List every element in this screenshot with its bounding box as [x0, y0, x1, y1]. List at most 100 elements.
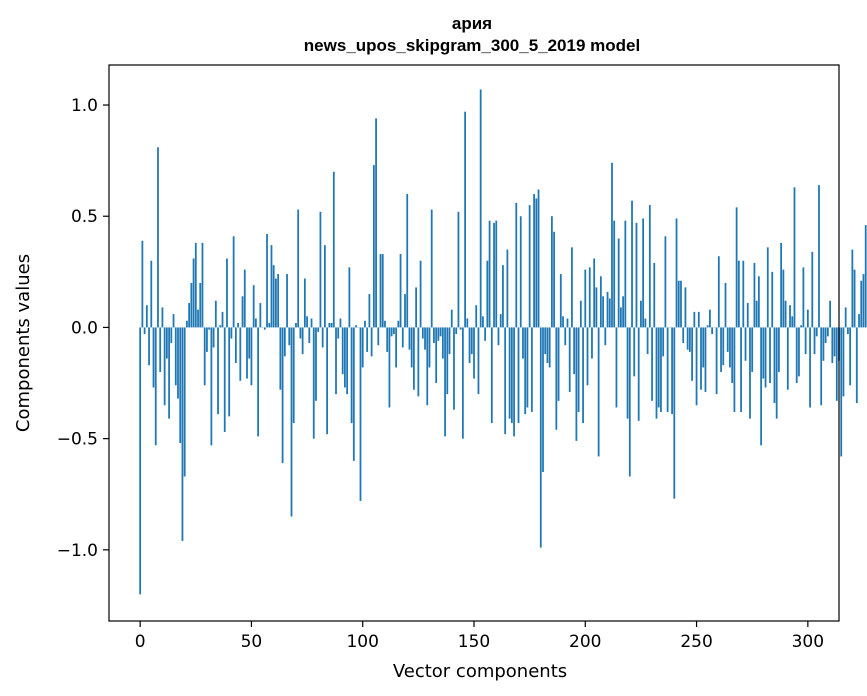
bar-60 [272, 265, 275, 328]
bar-255 [706, 325, 709, 328]
bar-168 [513, 327, 515, 437]
bar-182 [544, 327, 547, 355]
bar-4 [148, 327, 150, 366]
bar-42 [232, 236, 235, 328]
bar-310 [829, 300, 831, 328]
bar-174 [526, 327, 529, 408]
bar-97 [355, 325, 357, 328]
bar-188 [557, 327, 560, 401]
bar-207 [599, 276, 602, 328]
bar-297 [800, 325, 803, 328]
bar-71 [297, 209, 300, 328]
bar-273 [746, 302, 749, 328]
x-tick-label: 50 [241, 632, 263, 652]
bar-92 [344, 327, 346, 388]
bar-323 [858, 314, 860, 328]
bar-220 [628, 327, 631, 477]
bar-181 [542, 327, 544, 472]
bar-126 [419, 260, 422, 328]
bar-284 [771, 271, 774, 328]
bar-183 [546, 327, 549, 364]
bar-227 [644, 318, 647, 328]
bar-117 [399, 254, 402, 328]
bar-209 [604, 327, 607, 346]
bar-12 [165, 327, 168, 359]
bar-159 [493, 222, 495, 328]
bar-286 [775, 327, 778, 419]
bar-275 [751, 327, 754, 372]
bar-193 [568, 327, 571, 392]
bar-261 [720, 327, 722, 372]
bar-120 [406, 193, 409, 328]
bar-28 [201, 242, 204, 328]
bar-167 [510, 327, 513, 424]
bar-245 [684, 287, 687, 328]
bar-217 [622, 296, 625, 328]
bar-41 [230, 327, 233, 339]
bar-5 [150, 260, 153, 328]
plot-frame [108, 64, 840, 622]
bar-196 [575, 327, 578, 441]
bar-88 [335, 327, 337, 395]
bar-29 [203, 327, 206, 386]
bar-114 [392, 327, 395, 335]
bar-169 [515, 202, 518, 328]
bar-48 [246, 327, 248, 379]
bar-214 [615, 327, 618, 408]
bar-137 [444, 327, 446, 437]
bar-72 [299, 327, 302, 339]
bar-230 [651, 327, 653, 401]
bar-46 [241, 296, 244, 328]
bar-172 [522, 327, 524, 359]
bar-160 [495, 220, 498, 328]
bar-123 [413, 327, 415, 390]
bar-56 [263, 327, 266, 330]
bar-321 [853, 269, 856, 328]
bar-119 [404, 294, 406, 328]
bar-27 [199, 282, 202, 328]
bar-142 [455, 327, 458, 335]
bar-177 [533, 193, 535, 328]
bar-200 [584, 269, 587, 328]
bar-179 [537, 189, 540, 328]
bar-81 [319, 211, 322, 328]
bar-116 [397, 320, 400, 328]
bar-301 [809, 327, 811, 408]
bar-37 [221, 311, 224, 328]
bar-79 [315, 327, 317, 401]
bar-61 [275, 278, 277, 328]
y-tick-label: 1.0 [71, 96, 98, 116]
bar-224 [637, 327, 640, 421]
bar-308 [824, 327, 827, 343]
bar-16 [174, 327, 177, 386]
bar-223 [635, 222, 638, 328]
bar-23 [190, 282, 193, 328]
bar-99 [359, 327, 362, 501]
bar-122 [410, 327, 413, 368]
bar-18 [179, 327, 182, 444]
bar-124 [415, 287, 418, 328]
bar-59 [270, 245, 273, 328]
bar-148 [468, 327, 471, 364]
bar-240 [673, 327, 676, 499]
bar-158 [490, 327, 493, 424]
bar-171 [519, 216, 522, 328]
bar-111 [386, 327, 389, 352]
bar-302 [811, 251, 814, 328]
bar-277 [755, 300, 758, 328]
bar-241 [675, 218, 678, 328]
bar-87 [332, 171, 335, 328]
bar-44 [237, 322, 239, 328]
bar-108 [379, 254, 382, 328]
bar-208 [602, 296, 604, 328]
bar-285 [773, 327, 776, 404]
bar-36 [219, 325, 222, 328]
bar-125 [417, 327, 420, 397]
bar-298 [802, 267, 805, 328]
x-tick-label: 0 [135, 632, 146, 652]
bar-161 [497, 327, 500, 346]
bar-101 [364, 320, 366, 328]
x-tick-label: 200 [569, 632, 601, 652]
bar-38 [223, 327, 226, 432]
bar-165 [506, 249, 509, 328]
